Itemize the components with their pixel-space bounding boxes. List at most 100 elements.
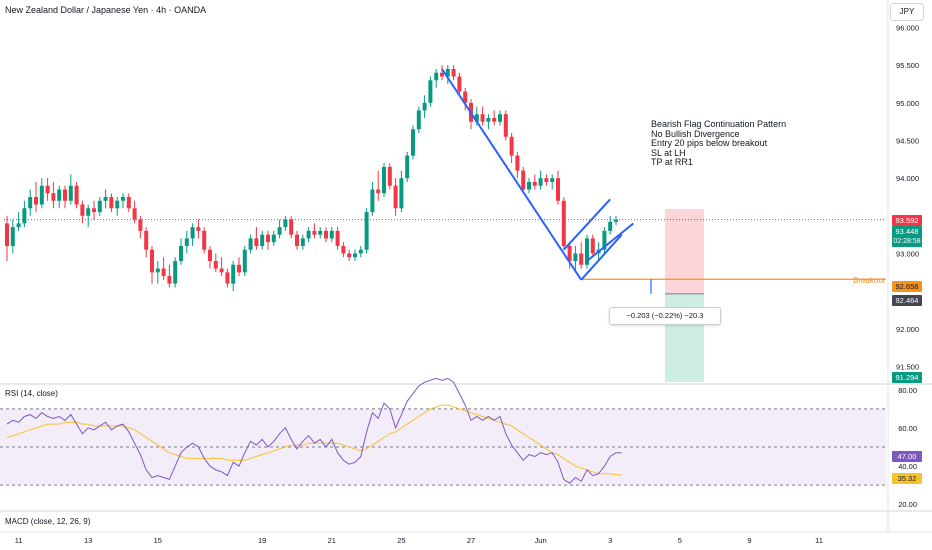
candle-body	[480, 114, 485, 122]
candle-body	[190, 227, 195, 239]
candle-body	[405, 155, 410, 179]
rsi-value-badge: 47.00	[892, 451, 922, 462]
breakout-label[interactable]: Breakout	[853, 276, 886, 285]
candle-body	[16, 223, 21, 228]
price-tick-label: 92.000	[896, 325, 919, 334]
stop-price-badge: 93.592	[892, 215, 922, 226]
note-line: No Bullish Divergence	[651, 128, 740, 139]
candle-body	[474, 114, 479, 122]
candle-body	[179, 245, 183, 262]
date-tick-label: Jun	[535, 536, 547, 545]
candle-body	[492, 117, 497, 122]
candle-body	[602, 230, 607, 250]
rsi-tick-label: 80.00	[898, 386, 917, 395]
candle-body	[544, 178, 549, 182]
candle-body	[312, 230, 317, 235]
price-tick-label: 93.000	[896, 249, 919, 258]
candle-body	[445, 69, 450, 77]
candle-body	[283, 219, 288, 228]
candle-body	[10, 227, 15, 246]
candle-body	[451, 69, 456, 77]
candle-body	[376, 189, 381, 194]
level-lines	[4, 219, 886, 294]
candle-body	[109, 197, 114, 209]
currency-button[interactable]: JPY	[890, 3, 924, 21]
candle-body	[364, 212, 369, 250]
candle-body	[138, 219, 143, 231]
candle-body	[115, 200, 120, 209]
candle-body	[370, 189, 375, 213]
note-line: Bearish Flag Continuation Pattern	[651, 119, 787, 129]
candle-body	[196, 227, 201, 231]
candle-body	[387, 166, 392, 186]
candle-body	[57, 189, 62, 201]
candle-body	[515, 155, 520, 171]
candle-body	[277, 227, 282, 235]
countdown-badge: 02:28:58	[892, 236, 922, 247]
price-tick-label: 95.500	[896, 61, 919, 70]
candle-body	[45, 185, 50, 194]
candle-body	[289, 219, 294, 235]
candle-body	[271, 234, 276, 243]
target-price-badge: 91.294	[892, 372, 922, 383]
candle-body	[68, 185, 73, 201]
candle-body	[347, 253, 352, 258]
price-tick-label: 95.000	[896, 99, 919, 108]
candle-body	[5, 223, 9, 246]
date-tick-label: 27	[467, 536, 475, 545]
candle-body	[231, 264, 236, 284]
candle-body	[300, 238, 305, 246]
date-tick-label: 3	[608, 536, 612, 545]
chart-title: New Zealand Dollar / Japanese Yen · 4h ·…	[5, 5, 207, 15]
stop-loss-zone	[665, 208, 704, 294]
candle-body	[22, 208, 27, 224]
candle-body	[608, 221, 613, 231]
candle-body	[92, 208, 96, 213]
date-tick-label: 9	[747, 536, 751, 545]
candle-body	[295, 234, 299, 246]
price-tick-label: 94.500	[896, 137, 919, 146]
candle-body	[161, 268, 166, 277]
candle-body	[486, 117, 491, 122]
date-tick-label: 15	[154, 536, 162, 545]
candle-body	[567, 245, 572, 262]
candle-body	[208, 249, 212, 262]
candle-body	[103, 197, 108, 201]
rsi-tick-label: 40.00	[898, 462, 917, 471]
flag-trendline	[580, 233, 623, 281]
flag-trendline	[586, 222, 635, 262]
candle-body	[306, 230, 311, 239]
candle-body	[509, 136, 514, 156]
date-tick-label: 13	[84, 536, 92, 545]
candle-body	[51, 193, 56, 201]
strategy-notes[interactable]: Bearish Flag Continuation Pattern No Bul…	[651, 119, 787, 168]
note-line: TP at RR1	[651, 157, 693, 167]
candle-body	[614, 219, 618, 222]
pattern-lines	[441, 68, 635, 281]
candle-body	[242, 249, 247, 273]
date-tick-label: 19	[258, 536, 266, 545]
candle-body	[416, 110, 421, 130]
candle-body	[86, 208, 91, 216]
macd-label[interactable]: MACD (close, 12, 26, 9)	[5, 517, 91, 526]
candle-body	[503, 114, 508, 137]
candle-body	[28, 197, 33, 209]
candle-body	[132, 208, 137, 220]
candle-body	[358, 249, 363, 254]
candle-body	[353, 253, 357, 258]
candle-body	[167, 276, 172, 284]
date-tick-label: 5	[678, 536, 682, 545]
candle-body	[74, 185, 79, 205]
candle-body	[335, 230, 340, 246]
trade-zones	[665, 208, 704, 382]
axes: 96.000 95.500 95.000 94.500 94.000 93.000 92.0…	[15, 24, 919, 545]
candle-body	[498, 114, 502, 122]
rsi-label[interactable]: RSI (14, close)	[5, 389, 58, 398]
candle-body	[463, 91, 468, 103]
candle-body	[39, 185, 44, 205]
candle-body	[260, 234, 265, 246]
candle-body	[213, 261, 218, 269]
candle-body	[219, 268, 224, 273]
